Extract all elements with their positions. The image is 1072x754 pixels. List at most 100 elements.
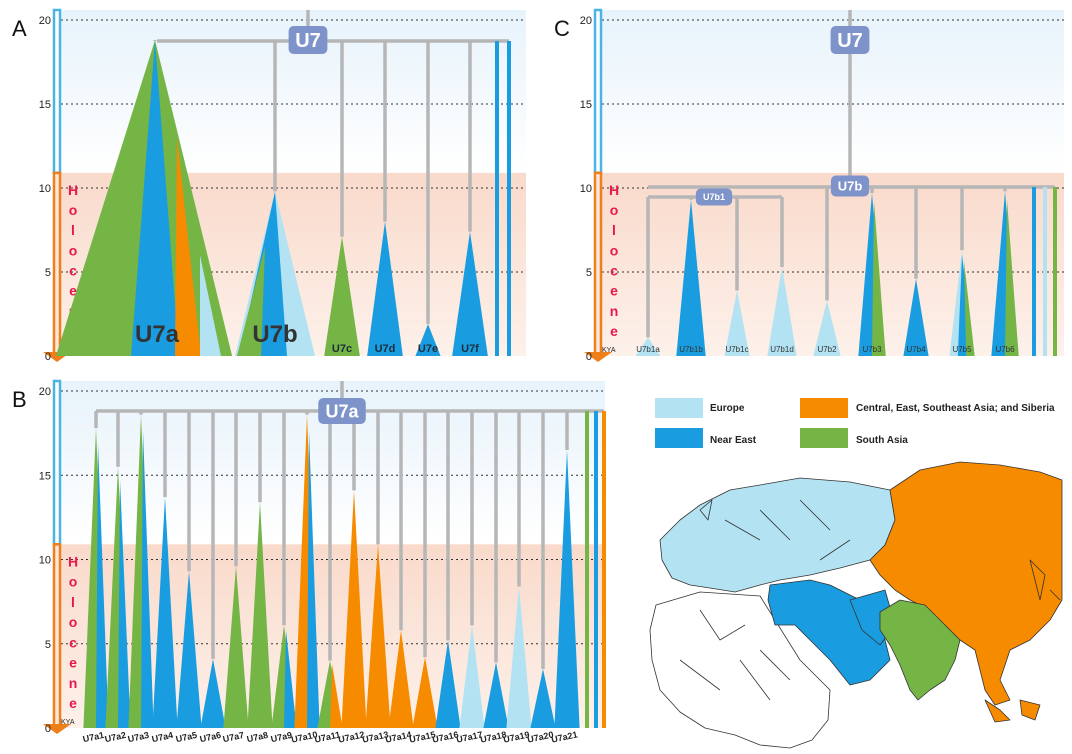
- clade-triangle: [415, 324, 441, 356]
- axis-upper-bar: [52, 8, 62, 175]
- clade-triangle: [247, 502, 273, 728]
- axis-arrow: [43, 724, 71, 734]
- europe-region: [659, 477, 896, 593]
- legend-swatch: [800, 428, 848, 448]
- unit-label: KYA: [602, 347, 616, 354]
- clade-label: U7b4: [906, 345, 926, 354]
- axis-upper-bar: [52, 379, 62, 546]
- axis-upper-bar: [593, 8, 603, 175]
- legend-label: Central, East, Southeast Asia; and Siber…: [856, 403, 1055, 414]
- clade-label: U7a: [135, 321, 180, 348]
- clade-u7a10: U7a10: [290, 411, 320, 745]
- clade-label: U7a8: [246, 730, 269, 744]
- clade-u7a3: U7a3: [127, 411, 154, 744]
- clade-u7a8: U7a8: [246, 411, 273, 744]
- clade-u7a20: U7a20: [526, 411, 556, 745]
- clade-triangle: [365, 544, 391, 728]
- clade-label: U7b2: [817, 345, 837, 354]
- clade-u7a9: U7a9: [270, 411, 297, 744]
- clade-label: U7b1c: [725, 345, 748, 354]
- clade-triangle: [223, 566, 249, 728]
- clade-u7b4: U7b4: [903, 187, 929, 356]
- clade-triangle: [452, 231, 488, 356]
- svg-text:e: e: [69, 695, 77, 711]
- svg-text:o: o: [610, 242, 619, 258]
- clade-triangle-part: [141, 430, 154, 728]
- clade-label: U7a9: [270, 730, 293, 744]
- y-tick-label: 0: [586, 351, 592, 363]
- legend-item: Europe: [655, 398, 745, 418]
- clade-u7a18: U7a18: [479, 411, 509, 745]
- svg-text:H: H: [609, 182, 619, 198]
- legend: Europe Central, East, Southeast Asia; and…: [655, 398, 1055, 448]
- clade-triangle: [813, 300, 841, 356]
- clade-triangle-part: [96, 443, 109, 728]
- y-tick-label: 10: [580, 183, 592, 195]
- clade-label: U7c: [332, 343, 352, 355]
- svg-text:U7b1: U7b1: [703, 192, 725, 202]
- svg-text:e: e: [610, 323, 618, 339]
- clade-triangle: [635, 337, 661, 356]
- clade-triangle: [506, 586, 532, 728]
- legend-label: Near East: [710, 435, 757, 446]
- clade-u7a1: U7a1: [82, 411, 109, 744]
- y-tick-label: 10: [39, 183, 51, 195]
- clade-u7b5: U7b5: [949, 187, 975, 356]
- clade-u7a7: U7a7: [222, 411, 249, 744]
- clade-u7b1c: U7b1c: [724, 197, 750, 356]
- svg-text:U7: U7: [295, 30, 321, 52]
- clade-label: U7b1a: [636, 345, 660, 354]
- svg-text:e: e: [69, 283, 77, 299]
- svg-text:U7: U7: [837, 30, 863, 52]
- clade-label: U7a3: [127, 730, 150, 744]
- legend-item: Near East: [655, 428, 757, 448]
- clade-triangle: [483, 662, 509, 728]
- svg-text:o: o: [69, 202, 78, 218]
- legend-label: South Asia: [856, 435, 908, 446]
- clade-u7a5: U7a5: [175, 411, 202, 744]
- unit-label: KYA: [61, 719, 75, 726]
- clade-u7b1d: U7b1d: [767, 197, 797, 356]
- svg-text:l: l: [71, 594, 75, 610]
- clade-triangle: [324, 236, 360, 356]
- svg-text:c: c: [610, 263, 618, 279]
- clade-triangle: [176, 571, 202, 728]
- clade-triangle-part: [118, 479, 131, 728]
- clade-u7b2: U7b2: [813, 187, 841, 356]
- legend-swatch: [800, 398, 848, 418]
- clade-u7b1a: U7b1a: [635, 197, 661, 356]
- legend-swatch: [655, 428, 703, 448]
- clade-label: U7e: [418, 343, 438, 355]
- island-1: [984, 699, 1011, 723]
- panel-letter: A: [12, 16, 27, 41]
- clade-triangle: [200, 658, 226, 728]
- panel-A: 05101520KYAHoloceneAU7aU7bU7cU7dU7eU7fU7: [12, 8, 526, 363]
- clade-label: U7b6: [995, 345, 1015, 354]
- clade-triangle: [530, 669, 556, 728]
- clade-triangle: [903, 278, 929, 356]
- clade-label: U7b1b: [679, 345, 703, 354]
- world-map: [649, 461, 1063, 749]
- clade-u7b: U7b: [235, 41, 315, 356]
- clade-label: U7a5: [175, 730, 198, 744]
- axis-lower-bar: [52, 171, 62, 358]
- clade-label: U7b1d: [770, 345, 794, 354]
- root-node-box: U7a: [318, 398, 366, 424]
- clade-triangle: [341, 490, 367, 728]
- y-tick-label: 5: [45, 639, 51, 651]
- panel-letter: C: [554, 16, 570, 41]
- clade-triangle: [554, 449, 580, 728]
- y-tick-label: 0: [45, 351, 51, 363]
- clade-label: U7b: [252, 321, 297, 348]
- clade-triangle: [412, 657, 438, 728]
- clade-u7a: U7a: [55, 40, 233, 356]
- south-asia-region: [879, 599, 961, 701]
- africa-region: [649, 591, 831, 749]
- axis-lower-bar: [593, 171, 603, 358]
- legend-swatch: [655, 398, 703, 418]
- clade-u7b1b: U7b1b: [676, 197, 706, 356]
- clade-u7a6: U7a6: [199, 411, 226, 744]
